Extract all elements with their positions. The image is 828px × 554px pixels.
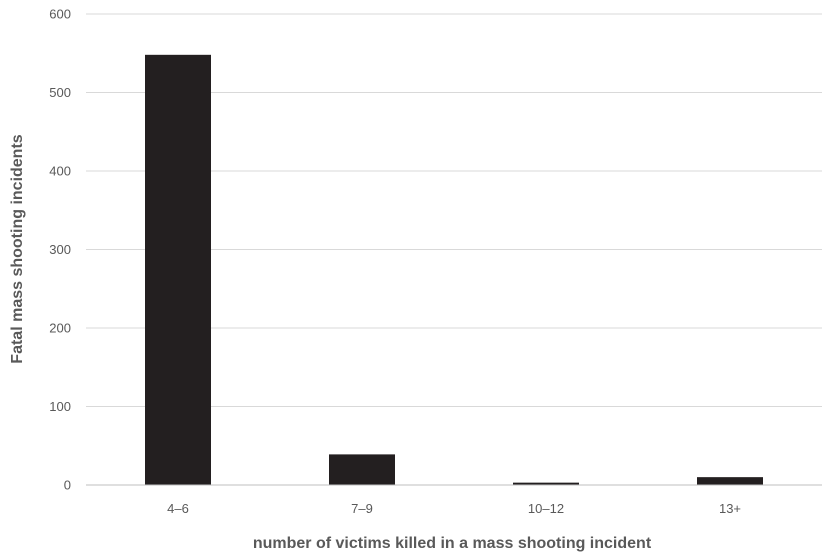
y-tick-label: 300	[49, 242, 71, 257]
y-axis-title: Fatal mass shooting incidents	[9, 134, 26, 363]
x-axis-ticks: 4–6 7–9 10–12 13+	[167, 501, 741, 516]
x-tick-label: 4–6	[167, 501, 189, 516]
y-axis-ticks: 0 100 200 300 400 500 600	[49, 7, 71, 493]
x-tick-label: 13+	[719, 501, 741, 516]
bar-3	[513, 482, 579, 485]
y-tick-label: 200	[49, 321, 71, 336]
y-tick-label: 500	[49, 85, 71, 100]
bar-2	[329, 454, 395, 485]
y-tick-label: 0	[64, 478, 71, 493]
x-tick-label: 10–12	[528, 501, 564, 516]
bar-4	[697, 477, 763, 485]
x-axis-title: number of victims killed in a mass shoot…	[253, 535, 652, 552]
y-tick-label: 600	[49, 7, 71, 22]
bar-1	[145, 54, 211, 485]
x-tick-label: 7–9	[351, 501, 373, 516]
bars	[145, 54, 763, 485]
y-tick-label: 400	[49, 164, 71, 179]
y-tick-label: 100	[49, 399, 71, 414]
